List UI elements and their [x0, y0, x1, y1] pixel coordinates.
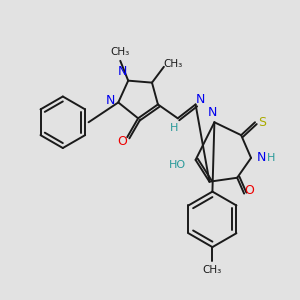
Text: CH₃: CH₃ [163, 59, 182, 69]
Text: S: S [258, 116, 266, 129]
Text: O: O [244, 184, 254, 197]
Text: N: N [118, 65, 127, 78]
Text: N: N [256, 152, 266, 164]
Text: CH₃: CH₃ [203, 265, 222, 275]
Text: N: N [208, 106, 217, 119]
Text: N: N [106, 94, 115, 107]
Text: H: H [169, 123, 178, 133]
Text: N: N [196, 93, 205, 106]
Text: HO: HO [169, 160, 186, 170]
Text: CH₃: CH₃ [111, 47, 130, 57]
Text: O: O [117, 135, 127, 148]
Text: H: H [267, 153, 275, 163]
